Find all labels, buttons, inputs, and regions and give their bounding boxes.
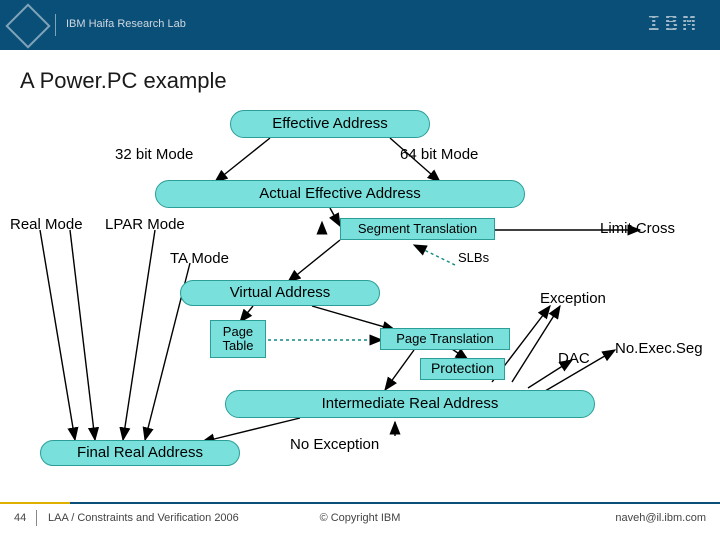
- arrow-20: [414, 245, 455, 265]
- arrow-2: [40, 230, 75, 440]
- slide-title: A Power.PC example: [20, 68, 227, 94]
- node-actual_eff: Actual Effective Address: [155, 180, 525, 208]
- label-lpar_mode: LPAR Mode: [105, 216, 185, 233]
- node-protection: Protection: [420, 358, 505, 380]
- node-page_trans: Page Translation: [380, 328, 510, 350]
- diagram-stage: A Power.PC example Effective Address Actu…: [0, 50, 720, 502]
- footer-accent: [0, 502, 70, 504]
- arrow-18: [202, 418, 300, 442]
- divider: [55, 14, 56, 36]
- label-noexc: No Exception: [290, 436, 379, 453]
- label-limit: Limit Cross: [600, 220, 675, 237]
- arrow-11: [312, 306, 395, 330]
- node-seg_trans: Segment Translation: [340, 218, 495, 240]
- footer-line: [0, 502, 720, 504]
- lab-name: IBM Haifa Research Lab: [66, 18, 186, 30]
- footer: 44 LAA / Constraints and Verification 20…: [0, 502, 720, 540]
- arrow-6: [330, 208, 340, 226]
- diamond-icon: [5, 3, 50, 48]
- node-final_real: Final Real Address: [40, 440, 240, 466]
- node-virtual: Virtual Address: [180, 280, 380, 306]
- label-exception: Exception: [540, 290, 606, 307]
- label-mode64: 64 bit Mode: [400, 146, 478, 163]
- arrow-17: [385, 350, 414, 390]
- label-dac: DAC: [558, 350, 590, 367]
- arrow-3: [70, 230, 95, 440]
- footer-center: © Copyright IBM: [0, 512, 720, 524]
- label-noexec: No.Exec.Seg: [615, 340, 703, 357]
- ibm-logo: IBM: [647, 12, 700, 37]
- arrow-14: [512, 306, 560, 382]
- node-inter_real: Intermediate Real Address: [225, 390, 595, 418]
- arrow-8: [288, 240, 340, 282]
- label-mode32: 32 bit Mode: [115, 146, 193, 163]
- arrow-4: [123, 230, 155, 440]
- arrow-0: [215, 138, 270, 182]
- label-slbs: SLBs: [458, 250, 489, 265]
- node-page_table: Page Table: [210, 320, 266, 358]
- node-effective: Effective Address: [230, 110, 430, 138]
- label-real_mode: Real Mode: [10, 216, 83, 233]
- label-ta_mode: TA Mode: [170, 250, 229, 267]
- header-bar: IBM Haifa Research Lab IBM: [0, 0, 720, 50]
- footer-right: naveh@il.ibm.com: [615, 512, 706, 524]
